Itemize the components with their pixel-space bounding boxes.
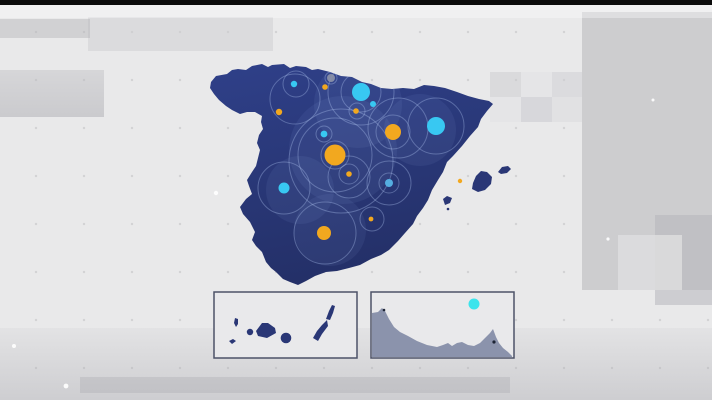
map-radar-rings bbox=[257, 64, 465, 265]
map-glow-patch bbox=[384, 94, 456, 166]
radar-ring bbox=[359, 206, 385, 232]
radar-ring bbox=[327, 155, 371, 199]
background-block bbox=[0, 19, 90, 38]
background-checker-square bbox=[490, 97, 521, 122]
map-marker-cyan bbox=[278, 182, 290, 194]
lanzarote-island bbox=[326, 305, 335, 320]
radar-ring bbox=[375, 114, 411, 150]
inset-markers bbox=[468, 298, 480, 310]
map-marker-orange bbox=[368, 216, 374, 222]
background-top-band bbox=[0, 5, 712, 18]
sparkle-dot bbox=[651, 98, 655, 102]
radar-ring bbox=[293, 201, 357, 265]
coast-peak-mark-left bbox=[382, 308, 386, 312]
map-marker-orange bbox=[346, 171, 352, 177]
background-block bbox=[88, 17, 273, 51]
balearic-islands bbox=[443, 166, 511, 211]
background-checker-square bbox=[490, 72, 521, 97]
map-marker-orange bbox=[317, 226, 331, 240]
background-block bbox=[80, 377, 510, 393]
coastline-landmass bbox=[372, 308, 512, 357]
background-block bbox=[618, 235, 682, 290]
radar-ring bbox=[282, 70, 310, 98]
sparkle-dot bbox=[213, 190, 219, 196]
inset-marker-inset_cyan bbox=[468, 298, 480, 310]
formentera-island bbox=[446, 207, 450, 211]
sparkle-dot bbox=[606, 237, 610, 241]
map-marker-gray bbox=[327, 74, 335, 82]
map-city-markers bbox=[275, 74, 463, 240]
gran-canaria-island bbox=[280, 332, 292, 344]
map-marker-cyan bbox=[427, 117, 445, 135]
menorca-island bbox=[498, 166, 511, 174]
map-marker-orange bbox=[322, 84, 328, 90]
sparkle-dot bbox=[12, 344, 16, 348]
map-marker-cyan bbox=[290, 80, 298, 88]
map-marker-blue bbox=[385, 179, 393, 187]
radar-ring bbox=[269, 73, 321, 125]
coast-peak-mark-right bbox=[492, 340, 496, 344]
radar-ring bbox=[338, 163, 360, 185]
background-block bbox=[0, 70, 104, 117]
background-checker-square bbox=[521, 97, 552, 122]
tenerife-island bbox=[256, 323, 276, 338]
background-checker-square bbox=[552, 97, 582, 122]
radar-ring bbox=[327, 64, 395, 126]
map-marker-orange bbox=[385, 124, 401, 140]
map-marker-orange bbox=[324, 144, 346, 166]
map-marker-orange bbox=[275, 108, 283, 116]
el-hierro-island bbox=[229, 339, 236, 344]
radar-ring bbox=[407, 97, 465, 155]
sparkle-dot bbox=[63, 383, 69, 389]
radar-ring bbox=[288, 108, 394, 214]
background-checker-square bbox=[521, 72, 552, 97]
background-sparkles bbox=[12, 98, 655, 389]
canary-islands-group bbox=[229, 305, 335, 344]
radar-ring bbox=[320, 140, 350, 170]
map-marker-cyan bbox=[352, 83, 370, 101]
map-glow-patch bbox=[266, 156, 334, 224]
mallorca-island bbox=[472, 171, 492, 192]
canary-islands-inset bbox=[213, 291, 358, 359]
map-marker-orange bbox=[353, 108, 359, 114]
north-coast-inset bbox=[370, 291, 515, 359]
canary-inset-frame bbox=[213, 291, 358, 359]
map-marker-cyan bbox=[370, 101, 376, 107]
fuerteventura-island bbox=[313, 320, 328, 341]
map-marker-cyan bbox=[320, 130, 328, 138]
map-marker-orange bbox=[457, 178, 463, 184]
radar-ring bbox=[348, 102, 366, 120]
radar-ring bbox=[257, 161, 311, 215]
top-black-bar bbox=[0, 0, 712, 5]
la-gomera-island bbox=[246, 328, 254, 336]
radar-ring bbox=[315, 125, 333, 143]
la-palma-island bbox=[234, 318, 238, 327]
ibiza-island bbox=[443, 196, 452, 205]
radar-ring bbox=[366, 160, 412, 206]
radar-ring bbox=[297, 117, 373, 193]
background-checker-square bbox=[552, 72, 582, 97]
radar-ring bbox=[378, 172, 400, 194]
